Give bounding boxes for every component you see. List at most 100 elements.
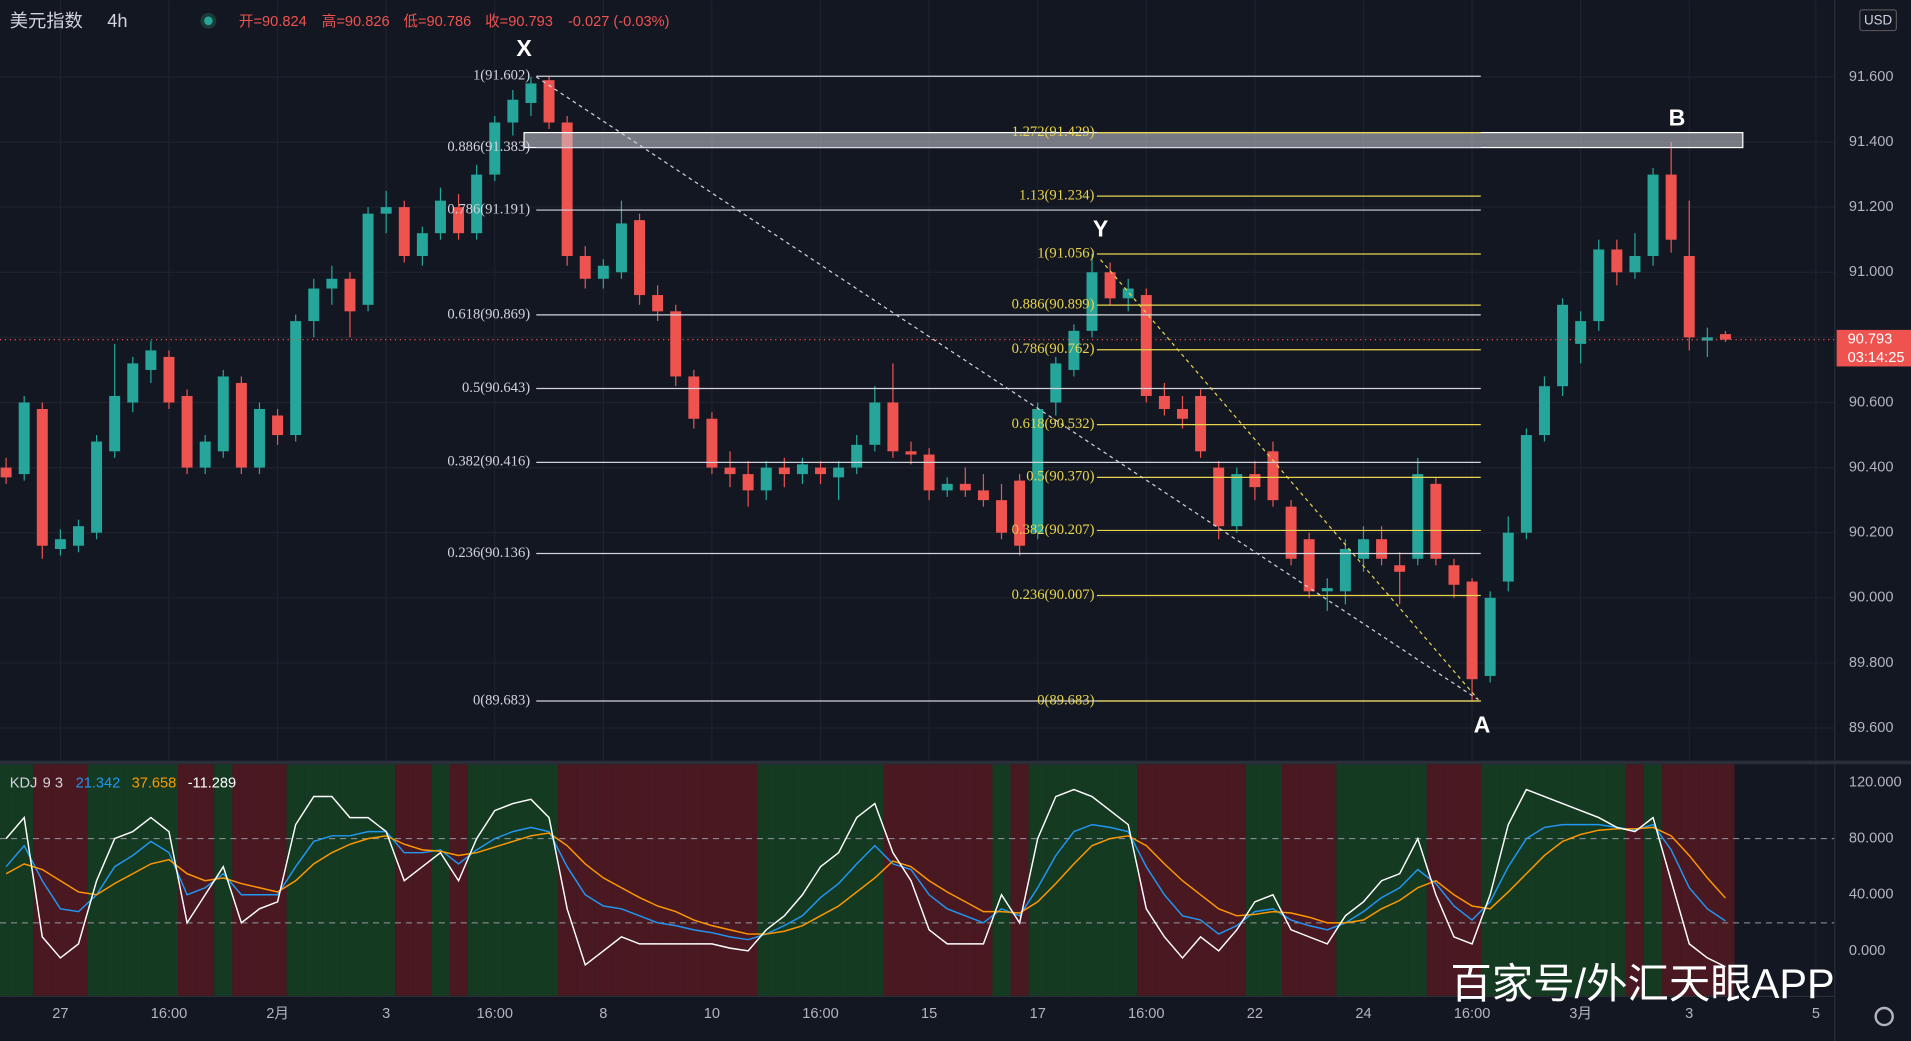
fib-label: 0.886(91.383)	[447, 139, 530, 155]
kdj-band	[467, 764, 486, 996]
watermark: 百家号/外汇天眼APP	[1450, 960, 1834, 1007]
candle-body	[815, 467, 827, 475]
candle-body	[1104, 272, 1116, 299]
candle-body	[145, 350, 157, 370]
candle-body	[1719, 334, 1731, 340]
fib-label: 0.786(91.191)	[447, 201, 530, 217]
x-tick-label: 24	[1355, 1006, 1371, 1022]
candle-body	[471, 174, 483, 234]
kdj-band	[1245, 764, 1264, 996]
j-value: -11.289	[188, 776, 236, 792]
candle-body	[1394, 565, 1406, 572]
kdj-band	[503, 764, 522, 996]
candle-body	[1593, 249, 1605, 322]
candle-body	[398, 207, 410, 256]
kdj-band	[1082, 764, 1102, 996]
candle-body	[579, 255, 591, 279]
candle-body	[1321, 588, 1333, 592]
x-tick-label: 17	[1030, 1006, 1046, 1022]
currency: USD	[1864, 12, 1893, 27]
candle-body	[869, 402, 881, 445]
kdj-band	[1227, 764, 1246, 996]
candle-body	[1032, 408, 1044, 533]
kdj-band	[739, 764, 758, 996]
fib-zone	[523, 131, 1744, 149]
kdj-band	[1263, 764, 1283, 996]
kdj-band	[69, 764, 88, 996]
kdj-band	[521, 764, 540, 996]
candle-body	[742, 474, 754, 491]
kdj-band	[1644, 764, 1663, 996]
fib-label: 0.5(90.643)	[462, 380, 530, 396]
candle-body	[1140, 295, 1152, 396]
kdj-band	[938, 764, 957, 996]
candle-body	[1611, 249, 1623, 273]
kdj-band	[105, 764, 124, 996]
candle-body	[272, 415, 284, 436]
kdj-band	[793, 764, 812, 996]
candle-body	[453, 207, 465, 234]
candle-body	[181, 395, 193, 468]
fib-label: 0.786(90.762)	[1012, 341, 1095, 357]
point-label: X	[516, 35, 532, 61]
kdj-band	[883, 764, 902, 996]
kdj-band	[847, 764, 866, 996]
candle-body	[1520, 435, 1532, 533]
kdj-band	[1390, 764, 1409, 996]
kdj-band	[720, 764, 740, 996]
kdj-band	[123, 764, 142, 996]
fib-label: 0.236(90.136)	[447, 545, 530, 561]
y-tick-label: 91.200	[1849, 199, 1894, 215]
kdj-band	[1300, 764, 1319, 996]
candle-body	[36, 408, 48, 546]
fib-label: 0(89.683)	[1037, 692, 1094, 708]
candle-body	[1195, 395, 1207, 452]
kdj-band	[1354, 764, 1373, 996]
kdj-line	[5, 826, 1726, 935]
kdj-band	[992, 764, 1011, 996]
candle-body	[706, 418, 718, 468]
candle-body	[1177, 408, 1188, 419]
candle-body	[290, 321, 302, 436]
fib-label: 0.382(90.416)	[447, 454, 530, 470]
y-tick-label: 90.200	[1849, 525, 1894, 541]
candle-body	[959, 483, 971, 491]
x-tick-label: 5	[1812, 1006, 1820, 1022]
x-tick-label: 8	[599, 1006, 607, 1022]
kdj-band	[1698, 764, 1717, 996]
candle-body	[996, 500, 1007, 533]
candle-body	[561, 122, 573, 256]
kdj-band	[1589, 764, 1608, 996]
candle-body	[1538, 386, 1550, 436]
candle-body	[724, 467, 736, 475]
currency-badge	[1859, 9, 1897, 32]
marks	[0, 75, 1835, 968]
candle-body	[1303, 539, 1315, 592]
x-tick-label: 16:00	[802, 1006, 839, 1022]
kdj-band	[141, 764, 160, 996]
candle-body	[1050, 363, 1062, 403]
candle-body	[1647, 174, 1659, 256]
settings-icon[interactable]	[1874, 1006, 1894, 1027]
candle-body	[1267, 451, 1279, 501]
candle-body	[1213, 467, 1225, 527]
x-tick-label: 3	[1685, 1006, 1693, 1022]
y-tick-label: 89.600	[1849, 720, 1894, 736]
kdj-band	[576, 764, 595, 996]
kdj-band	[1571, 764, 1590, 996]
kdj-band	[1517, 764, 1536, 996]
candle-body	[796, 464, 808, 475]
fib-label: 0.5(90.370)	[1026, 469, 1094, 485]
quote: 收=90.793	[485, 13, 553, 30]
kdj-band	[1028, 764, 1047, 996]
candle-body	[1086, 272, 1098, 331]
candle-body	[851, 444, 863, 468]
kdj-band	[1408, 764, 1427, 996]
kdj-band	[1191, 764, 1210, 996]
candle-body	[1339, 548, 1351, 592]
kdj-band	[1625, 764, 1645, 996]
candle-body	[1231, 474, 1243, 527]
candle-body	[199, 441, 211, 468]
kdj-band	[268, 764, 287, 996]
kdj-band	[0, 764, 16, 996]
